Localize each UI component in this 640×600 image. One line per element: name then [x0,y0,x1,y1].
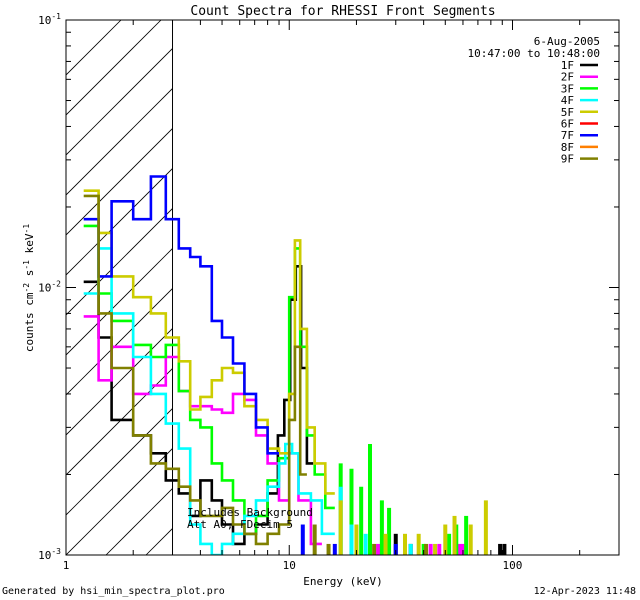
hatch-line [66,247,173,356]
footer-generated-by: Generated by hsi_min_spectra_plot.pro [2,586,225,597]
x-tick-label: 10 [283,559,296,572]
hatch-line [66,367,173,476]
series-4F-line [83,247,335,555]
hatch-line [386,0,640,555]
chart-title: Count Spectra for RHESSI Front Segments [190,4,495,19]
annotation-attenuator: Att A0, FDecim 5 [187,518,293,531]
hatch-line [266,0,640,555]
y-label-exp-energy: -1 [22,224,31,234]
x-tick-label: 100 [503,559,523,572]
legend-label-1F: 1F [561,59,574,72]
y-tick-label: 10-2 [38,280,61,295]
series-3F-line [83,224,335,536]
legend-label-6F: 6F [561,118,574,131]
hatch-line [426,0,640,555]
y-axis-label: counts cm-2 s-1 keV-1 [22,224,36,352]
hatch-line [586,0,640,555]
legend-label-4F: 4F [561,94,574,107]
hatch-line [66,287,173,396]
series-9F-line [83,194,307,546]
hatch-line [66,207,173,316]
legend-label-3F: 3F [561,82,574,95]
series-layer [83,175,507,555]
hatch-line [66,20,122,76]
observation-date: 6-Aug-2005 [534,35,600,48]
y-label-exp-time: -1 [22,260,31,270]
y-label-exp-area: -2 [22,283,31,293]
y-tick-label: 10-3 [38,547,61,562]
hatch-line [306,0,640,555]
hatch-line [66,167,173,276]
y-label-s: s [23,270,36,283]
hatch-line [66,47,173,156]
hatch-line [66,407,173,516]
hatch-line [66,87,173,196]
y-label-base: counts cm [23,292,36,352]
legend-label-8F: 8F [561,141,574,154]
series-5F-line [83,189,335,495]
legend-label-2F: 2F [561,71,574,84]
y-tick-label: 10-1 [38,12,61,27]
footer-timestamp: 12-Apr-2023 11:48 [534,586,636,597]
x-axis-label: Energy (keV) [303,575,382,588]
annotation-background: Includes Background [187,506,313,519]
legend-label-9F: 9F [561,153,574,166]
series-7F-line [83,175,279,455]
hatch-line [66,327,173,436]
hatch-line [66,20,162,116]
x-tick-label: 1 [63,559,70,572]
observation-time-range: 10:47:00 to 10:48:00 [468,47,600,60]
legend-label-5F: 5F [561,106,574,119]
hatch-line [346,0,640,555]
hatch-line [466,0,640,555]
axis-ticks: 1 10 100 10-3 10-2 10-1 [38,12,620,572]
legend-label-7F: 7F [561,129,574,142]
excluded-energy-hatch [66,0,640,555]
y-label-kev: keV [23,233,36,260]
